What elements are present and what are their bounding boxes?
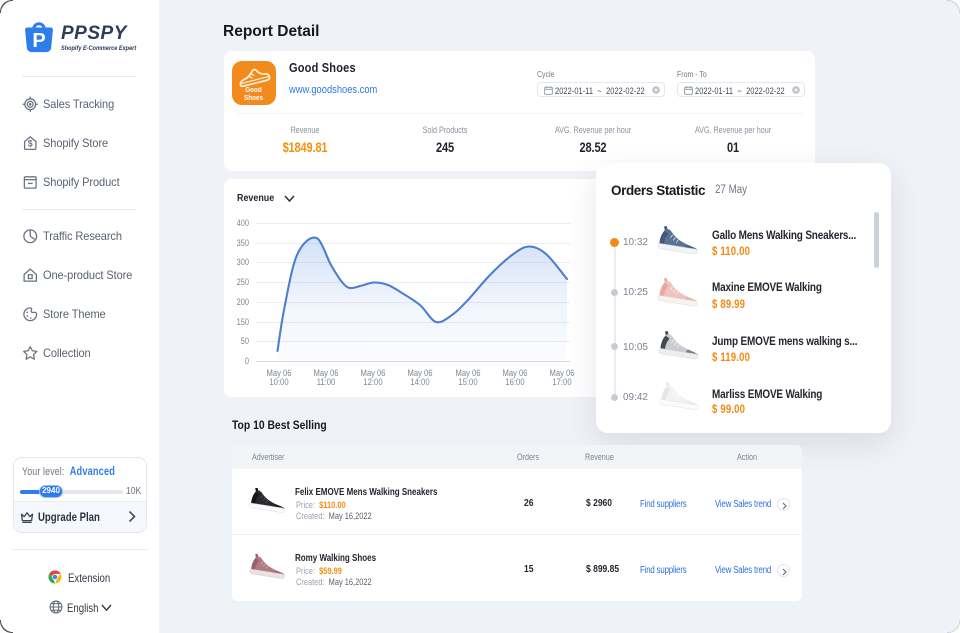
svg-text:P: P (32, 30, 45, 52)
svg-text:$: $ (28, 139, 33, 149)
